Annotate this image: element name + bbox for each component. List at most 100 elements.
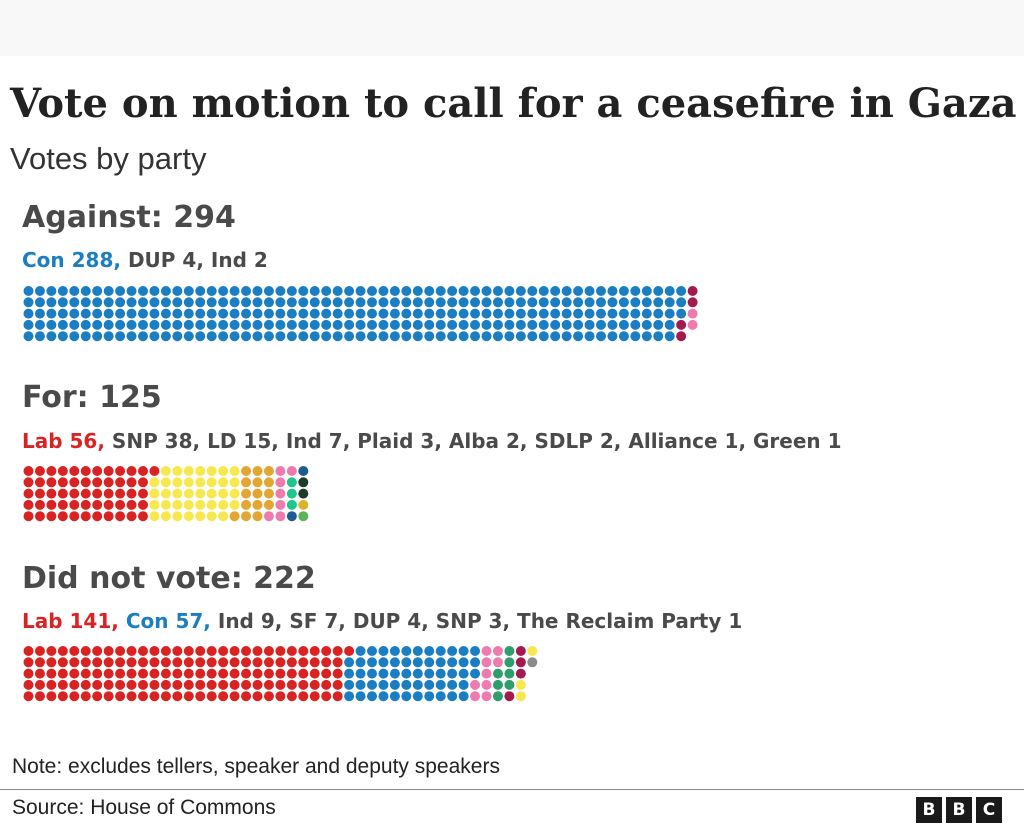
vote-dot-con [481, 297, 492, 308]
vote-dot-snp [515, 679, 526, 690]
vote-dot-con [344, 679, 355, 690]
vote-dot-con [550, 297, 561, 308]
vote-dot-lab [57, 646, 68, 656]
vote-dot-sf [492, 679, 503, 690]
vote-dot-lab [183, 679, 194, 690]
vote-dot-lab [103, 499, 114, 510]
vote-dot-lab [275, 646, 286, 656]
vote-dot-con [401, 319, 412, 330]
vote-dot-con [470, 668, 481, 679]
vote-dot-lab [183, 657, 194, 668]
vote-dot-ld [252, 488, 263, 499]
vote-dot-con [435, 679, 446, 690]
vote-dot-con [115, 331, 126, 342]
vote-dot-con [504, 286, 515, 296]
vote-dot-con [321, 319, 332, 330]
party-label-sf: SF 7, [289, 609, 346, 633]
vote-dot-the-reclaim-party [527, 657, 538, 668]
vote-dot-con [252, 286, 263, 296]
vote-dot-con [412, 691, 423, 702]
vote-dot-lab [34, 511, 45, 522]
vote-dot-lab [23, 499, 34, 510]
vote-dot-con [321, 297, 332, 308]
vote-dot-con [458, 286, 469, 296]
vote-dot-con [412, 679, 423, 690]
vote-dot-snp [229, 488, 240, 499]
vote-dot-plaid [286, 488, 297, 499]
vote-dot-con [218, 286, 229, 296]
vote-dot-con [115, 286, 126, 296]
vote-dot-snp [206, 477, 217, 488]
vote-dot-con [641, 308, 652, 319]
vote-dot-con [515, 319, 526, 330]
vote-dot-lab [195, 691, 206, 702]
vote-dot-con [241, 331, 252, 342]
vote-dot-con [332, 308, 343, 319]
vote-dot-ld [252, 499, 263, 510]
chart-subtitle: Votes by party [10, 141, 207, 176]
vote-dot-lab [275, 657, 286, 668]
vote-dot-lab [103, 511, 114, 522]
vote-dot-con [470, 646, 481, 656]
vote-dot-lab [80, 691, 91, 702]
vote-dot-con [172, 331, 183, 342]
vote-dot-con [126, 297, 137, 308]
vote-dot-lab [115, 477, 126, 488]
vote-dot-con [195, 286, 206, 296]
bbc-logo-letter: C [976, 797, 1002, 823]
vote-dot-con [23, 319, 34, 330]
vote-dot-con [515, 331, 526, 342]
vote-dot-lab [138, 646, 148, 656]
vote-dot-lab [103, 668, 114, 679]
vote-dot-lab [252, 668, 263, 679]
vote-dot-con [630, 297, 641, 308]
vote-dot-con [435, 286, 446, 296]
vote-dot-con [183, 297, 194, 308]
vote-dot-con [561, 297, 572, 308]
vote-dot-lab [23, 477, 34, 488]
vote-dot-lab [172, 679, 183, 690]
vote-dot-con [80, 319, 91, 330]
vote-dot-lab [80, 488, 91, 499]
vote-dot-con [618, 319, 629, 330]
vote-dot-dup [515, 668, 526, 679]
vote-dot-con [229, 331, 240, 342]
vote-dot-con [447, 297, 458, 308]
vote-dot-con [527, 286, 538, 296]
party-label-alba: Alba 2, [448, 429, 528, 453]
vote-dot-con [298, 286, 309, 296]
vote-dot-con [69, 308, 80, 319]
vote-dot-con [378, 331, 389, 342]
vote-dot-con [618, 286, 629, 296]
vote-dot-con [69, 286, 80, 296]
vote-dot-con [252, 308, 263, 319]
vote-dot-lab [286, 646, 297, 656]
vote-dot-lab [138, 466, 148, 476]
vote-dot-snp [527, 646, 538, 656]
vote-dot-con [286, 286, 297, 296]
vote-dot-con [470, 286, 481, 296]
vote-dot-con [195, 297, 206, 308]
vote-dot-con [355, 691, 366, 702]
vote-dot-lab [115, 646, 126, 656]
vote-dot-con [367, 668, 377, 679]
vote-dot-con [435, 319, 446, 330]
vote-dot-con [618, 297, 629, 308]
vote-dot-con [309, 331, 320, 342]
vote-dot-ind [263, 511, 274, 522]
vote-dot-con [515, 286, 526, 296]
vote-dot-con [458, 668, 469, 679]
vote-dot-lab [34, 657, 45, 668]
vote-dot-lab [126, 488, 137, 499]
vote-dot-lab [92, 511, 103, 522]
vote-dot-con [46, 297, 57, 308]
vote-dot-con [573, 331, 584, 342]
vote-dot-lab [263, 646, 274, 656]
vote-dot-lab [172, 646, 183, 656]
vote-dot-lab [57, 668, 68, 679]
vote-dot-con [653, 286, 664, 296]
vote-dot-con [504, 308, 515, 319]
vote-dot-con [46, 331, 57, 342]
vote-dot-ind [492, 657, 503, 668]
vote-dot-con [412, 657, 423, 668]
